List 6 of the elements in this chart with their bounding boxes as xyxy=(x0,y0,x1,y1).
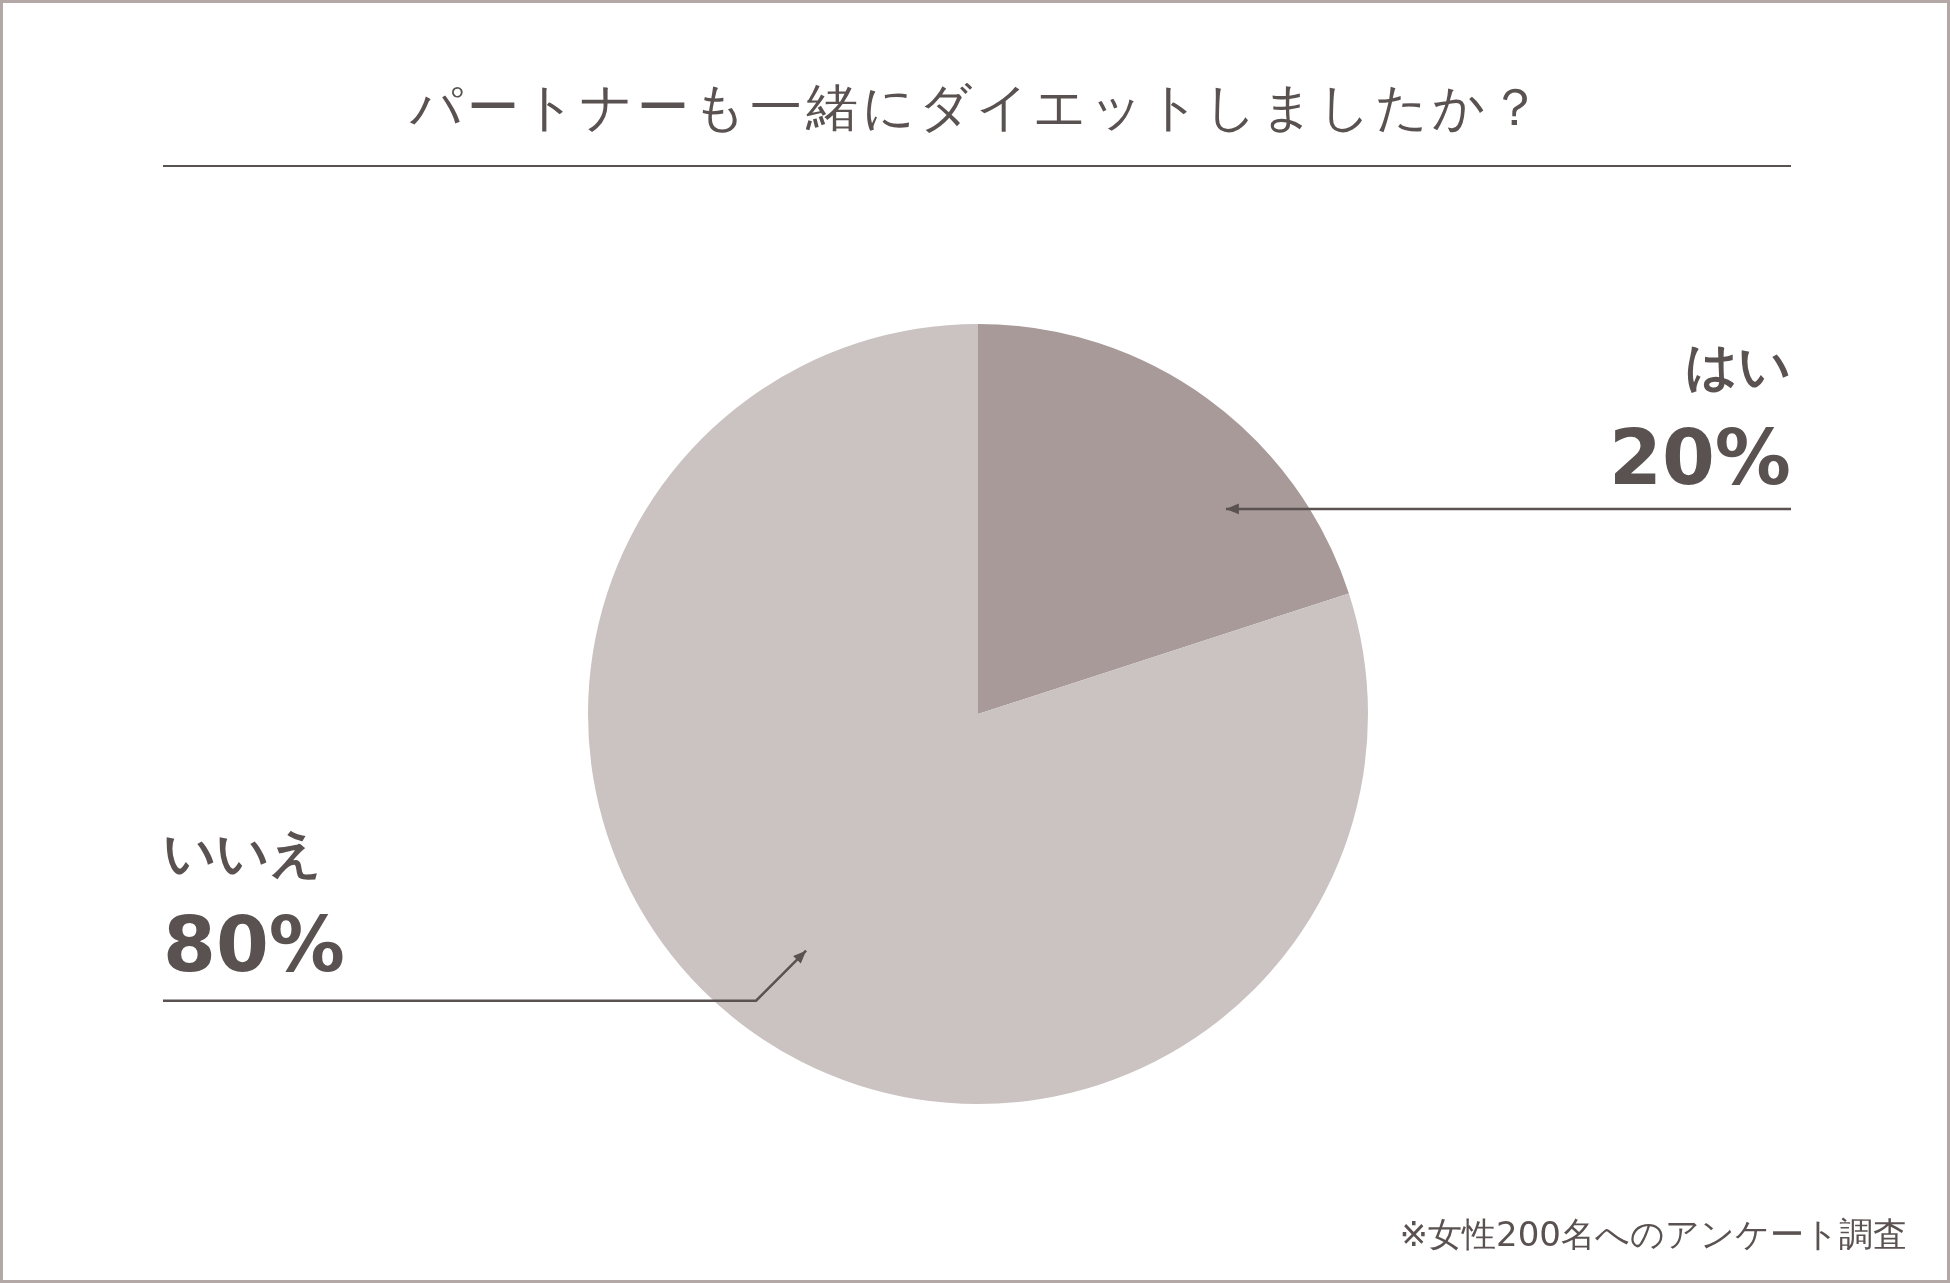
text: ※女性200名へのアンケート調査 xyxy=(1399,1213,1907,1256)
slice-label: はい xyxy=(1685,336,1791,395)
data-label: 20% xyxy=(1609,412,1791,502)
slice-label: いいえ xyxy=(163,823,322,882)
data-label: 80% xyxy=(163,899,345,989)
chart-title: パートナーも一緒にダイエットしましたか？ xyxy=(408,76,1546,139)
